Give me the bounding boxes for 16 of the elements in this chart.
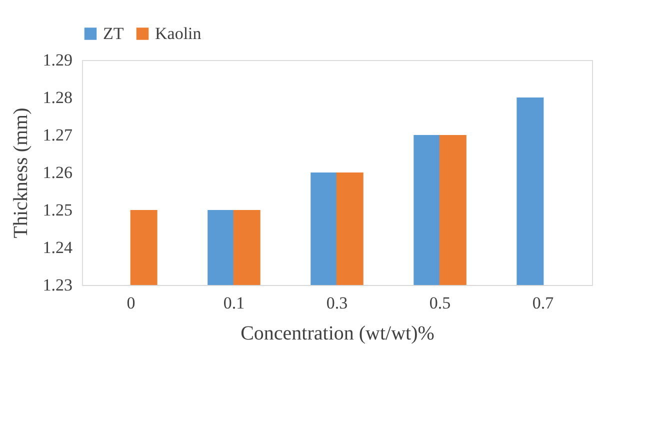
y-tick-label: 1.23 <box>42 276 72 294</box>
legend-label: Kaolin <box>155 24 202 43</box>
y-tick-label: 1.24 <box>42 238 73 257</box>
y-tick-label: 1.26 <box>42 163 72 182</box>
y-tick-label: 1.25 <box>42 200 72 220</box>
y-axis-title: Thickness (mm) <box>10 108 32 238</box>
y-tick-label: 1.29 <box>42 50 72 70</box>
y-tick-label: 1.28 <box>42 88 72 107</box>
x-tick-label: 0.5 <box>429 294 451 312</box>
x-tick-label: 0.1 <box>223 294 245 312</box>
x-tick-label: 0 <box>126 294 136 312</box>
x-axis-title: Concentration (wt/wt)% <box>240 322 434 344</box>
y-tick-label: 1.27 <box>42 126 73 144</box>
legend-label: ZT <box>103 24 124 43</box>
x-tick-label: 0.7 <box>532 294 554 312</box>
x-tick-label: 0.3 <box>326 294 348 312</box>
